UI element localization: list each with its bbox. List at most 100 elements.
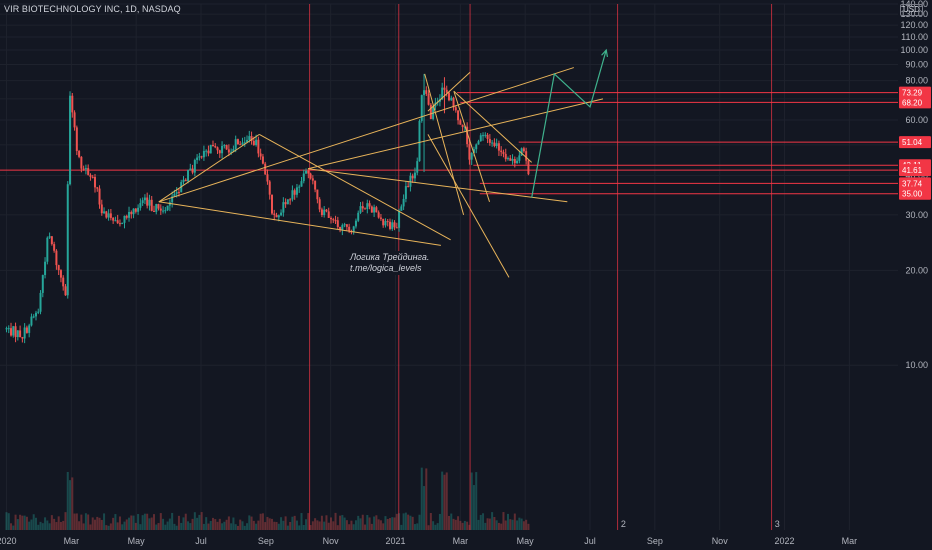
- time-tick-label: Nov: [712, 536, 729, 546]
- candle-body: [109, 213, 112, 218]
- volume-bar: [16, 519, 19, 530]
- volume-bar: [375, 515, 378, 530]
- volume-bar: [400, 524, 403, 530]
- volume-bar: [259, 513, 262, 530]
- candle-body: [341, 225, 344, 230]
- candle-body: [250, 136, 253, 141]
- volume-bar: [180, 522, 183, 530]
- candle-body: [114, 220, 117, 222]
- volume-bar: [423, 486, 426, 530]
- volume-bar: [184, 513, 187, 530]
- currency-button[interactable]: USD: [900, 4, 923, 16]
- volume-bar: [477, 519, 480, 530]
- time-axis[interactable]: 2020 Mar May Jul Sep Nov 2021 Mar May Jul Sep Nov 20…: [0, 530, 932, 550]
- volume-bar: [302, 524, 305, 530]
- candle-body: [454, 107, 457, 111]
- volume-bar: [55, 522, 58, 530]
- level-badge: [899, 164, 931, 177]
- candle-body: [112, 217, 115, 221]
- volume-bar: [66, 471, 69, 530]
- symbol-title: VIR BIOTECHNOLOGY INC, 1D, NASDAQ: [4, 4, 181, 14]
- candle-body: [148, 199, 151, 206]
- volume-bar: [291, 516, 294, 530]
- volume-bar: [121, 524, 124, 530]
- volume-bar: [264, 522, 267, 530]
- volume-bar: [334, 512, 337, 530]
- candle-body: [332, 219, 335, 221]
- volume-bar: [211, 517, 214, 530]
- candle-body: [191, 168, 194, 173]
- volume-bar: [75, 513, 78, 530]
- volume-bar: [352, 524, 355, 530]
- level-badge: [899, 86, 931, 99]
- volume-bar: [391, 517, 394, 530]
- candle-body: [59, 270, 62, 278]
- volume-bar: [116, 522, 119, 530]
- candle-body: [10, 328, 13, 336]
- volume-bar: [329, 517, 332, 530]
- volume-bar: [96, 516, 99, 530]
- level-badge: [899, 96, 931, 109]
- candle-body: [364, 208, 367, 210]
- projection-arrowhead: [601, 48, 609, 58]
- candle-body: [184, 179, 187, 182]
- candle-body: [311, 178, 314, 181]
- volume-bar: [202, 523, 205, 530]
- candle-body: [391, 222, 394, 229]
- candle-body: [87, 168, 90, 175]
- candle-body: [75, 127, 78, 151]
- volume-bar: [373, 516, 376, 530]
- volume-bar: [470, 472, 473, 530]
- candle-body: [386, 221, 389, 223]
- price-tick-label: 80.00: [905, 76, 928, 86]
- candle-body: [298, 186, 301, 188]
- candle-body: [223, 145, 226, 147]
- candle-body: [198, 156, 201, 158]
- candle-body: [103, 211, 106, 214]
- volume-bar: [48, 523, 51, 530]
- volume-bar: [280, 517, 283, 530]
- volume-bar: [432, 521, 435, 530]
- candle-body: [137, 207, 140, 212]
- candle-body: [516, 160, 519, 164]
- candle-body: [388, 221, 391, 229]
- price-axis[interactable]: 10.0020.0030.0040.0050.0060.0070.0080.00…: [898, 0, 932, 550]
- volume-bar: [418, 514, 421, 530]
- candle-body: [398, 210, 401, 228]
- volume-bar: [91, 517, 94, 530]
- volume-bar: [243, 525, 246, 530]
- volume-bar: [361, 514, 364, 530]
- volume-bar: [230, 523, 233, 530]
- projection-path[interactable]: [531, 48, 609, 198]
- volume-bar: [513, 513, 516, 530]
- candle-body: [314, 180, 317, 190]
- candle-body: [375, 207, 378, 213]
- volume-bar: [159, 513, 162, 530]
- candle-body: [159, 208, 162, 211]
- volume-bar: [516, 520, 519, 530]
- candle-body: [427, 93, 430, 105]
- time-tick-label: Jul: [195, 536, 207, 546]
- candle-body: [486, 134, 489, 139]
- candle-body: [518, 155, 521, 161]
- volume-bar: [250, 516, 253, 530]
- volume-bar: [205, 517, 208, 530]
- volume-bar: [82, 523, 85, 530]
- candle-body: [66, 184, 69, 296]
- volume-bar: [87, 514, 90, 530]
- volume-bar: [450, 513, 453, 530]
- candle-body: [289, 199, 292, 201]
- candle-body: [409, 175, 412, 187]
- volume-bar: [475, 472, 478, 530]
- candle-body: [80, 156, 83, 169]
- price-tick-label: 90.00: [905, 59, 928, 69]
- candle-body: [275, 214, 278, 218]
- level-price-label: 51.04: [902, 138, 923, 147]
- candle-body: [420, 95, 423, 121]
- candle-body: [327, 211, 330, 218]
- trendlines[interactable]: [158, 67, 604, 278]
- volume-bar: [393, 517, 396, 530]
- candle-body: [71, 95, 74, 113]
- volume-bar: [130, 515, 133, 530]
